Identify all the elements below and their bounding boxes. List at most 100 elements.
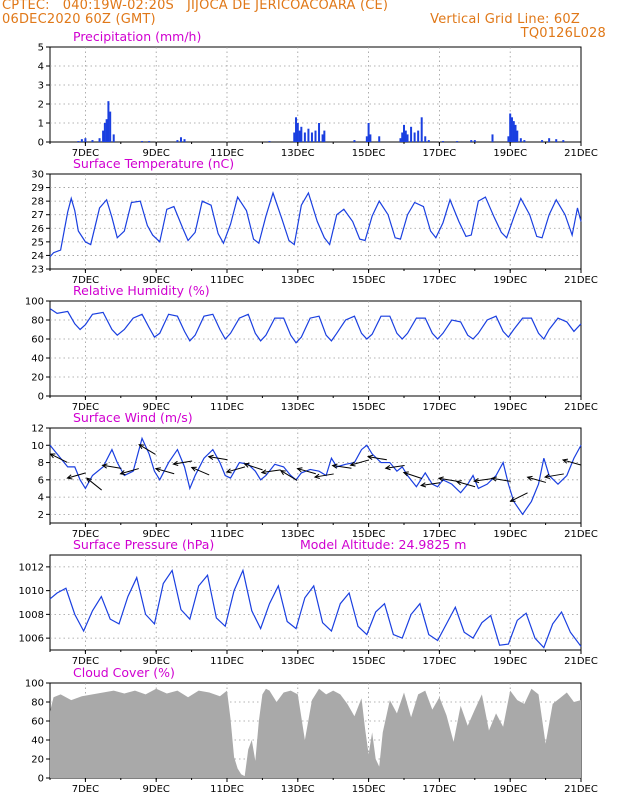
precip-xtick-label: 21DEC bbox=[564, 148, 598, 159]
precip-bar bbox=[293, 132, 296, 142]
precip-bar bbox=[296, 123, 299, 142]
wind-arrow bbox=[66, 472, 86, 480]
wind-xtick-label: 11DEC bbox=[210, 529, 244, 540]
rh-ytick-label: 100 bbox=[25, 297, 44, 308]
wind-xtick-label: 19DEC bbox=[493, 529, 527, 540]
precip-bar bbox=[179, 137, 182, 142]
temp-frame bbox=[49, 173, 582, 270]
wind-arrow bbox=[279, 470, 298, 481]
press-ytick-label: 1008 bbox=[19, 610, 44, 621]
precip-bar bbox=[473, 140, 476, 142]
rh-xtick-label: 15DEC bbox=[352, 402, 386, 413]
wind-arrow-shaft bbox=[102, 464, 122, 469]
wind-arrow-shaft bbox=[438, 477, 458, 482]
cloud-title: Cloud Cover (%) bbox=[73, 665, 175, 680]
wind-arrow-head bbox=[190, 466, 197, 472]
precip-bar bbox=[378, 136, 381, 142]
temp-ytick-label: 28 bbox=[31, 197, 44, 208]
precip-bar bbox=[91, 140, 94, 142]
precip-frame bbox=[49, 46, 582, 143]
precip-bar bbox=[310, 132, 313, 142]
wind-arrow-head bbox=[260, 469, 267, 475]
wind-arrow bbox=[138, 444, 156, 455]
precip-bar bbox=[109, 111, 112, 142]
rh-ytick-label: 0 bbox=[38, 392, 44, 403]
wind-arrow-head bbox=[85, 477, 92, 483]
wind-ytick-label: 12 bbox=[31, 424, 44, 435]
cloud-panel bbox=[46, 682, 582, 782]
temp-line bbox=[49, 191, 582, 258]
precip-bar bbox=[298, 130, 301, 142]
wind-xtick-label: 13DEC bbox=[281, 529, 315, 540]
precip-bar bbox=[80, 139, 83, 142]
rh-line bbox=[49, 308, 582, 344]
temp-ytick-label: 26 bbox=[31, 224, 44, 235]
precip-bar bbox=[523, 140, 526, 142]
rh-ytick-label: 80 bbox=[31, 316, 44, 327]
wind-xtick-label: 21DEC bbox=[564, 529, 598, 540]
wind-arrow-head bbox=[101, 463, 108, 469]
rh-xtick-label: 13DEC bbox=[281, 402, 315, 413]
temp-xtick-label: 11DEC bbox=[210, 275, 244, 286]
rh-ytick-label: 20 bbox=[31, 373, 44, 384]
rh-ytick-label: 60 bbox=[31, 335, 44, 346]
wind-arrow-head bbox=[138, 444, 145, 450]
precip-bar bbox=[507, 136, 510, 142]
cloud-ytick-label: 100 bbox=[25, 679, 44, 690]
precip-bar bbox=[541, 140, 544, 142]
wind-arrow-head bbox=[225, 468, 232, 474]
cloud-xtick-label: 11DEC bbox=[210, 784, 244, 795]
precip-bar bbox=[514, 124, 517, 142]
precip-bar bbox=[555, 139, 558, 142]
precip-xtick-label: 15DEC bbox=[352, 148, 386, 159]
precip-ytick-label: 2 bbox=[38, 100, 44, 111]
wind-arrow bbox=[119, 468, 139, 476]
wind-arrow-head bbox=[543, 473, 551, 479]
header-grid-line: Vertical Grid Line: 60Z bbox=[430, 12, 580, 27]
wind-arrow-head bbox=[420, 482, 427, 488]
precip-bar bbox=[321, 134, 324, 142]
wind-arrow-shaft bbox=[367, 456, 387, 461]
cloud-xtick-label: 17DEC bbox=[423, 784, 457, 795]
cloud-xtick-label: 21DEC bbox=[564, 784, 598, 795]
precip-bar bbox=[417, 130, 420, 142]
precip-bar bbox=[77, 141, 80, 142]
wind-arrow bbox=[455, 480, 476, 488]
rh-frame bbox=[49, 300, 582, 397]
precip-bar bbox=[562, 140, 565, 142]
wind-frame bbox=[49, 427, 582, 524]
precip-bar bbox=[323, 130, 326, 142]
rh-ytick-label: 40 bbox=[31, 354, 44, 365]
temp-ytick-label: 30 bbox=[31, 170, 44, 181]
cloud-ytick-label: 60 bbox=[31, 717, 44, 728]
precip-xtick-label: 17DEC bbox=[423, 148, 457, 159]
precip-bar bbox=[516, 130, 519, 142]
wind-xtick-label: 9DEC bbox=[143, 529, 170, 540]
wind-arrow-shaft bbox=[261, 469, 281, 474]
wind-arrow-shaft bbox=[544, 473, 564, 478]
header-line-1: CPTEC: 040:19W-02:20S JIJOCA DE JERICOAC… bbox=[2, 0, 389, 13]
wind-arrow bbox=[296, 467, 316, 475]
precip-bar bbox=[401, 132, 404, 142]
wind-arrow-head bbox=[490, 476, 497, 482]
wind-arrow bbox=[225, 466, 246, 474]
precip-bar bbox=[318, 123, 321, 142]
precip-bar bbox=[112, 134, 115, 142]
press-ytick-label: 1010 bbox=[19, 586, 44, 597]
precip-bar bbox=[148, 141, 151, 142]
precip-bar bbox=[367, 123, 370, 142]
wind-arrow-shaft bbox=[403, 472, 423, 479]
precip-ytick-label: 5 bbox=[38, 43, 44, 54]
wind-arrow-head bbox=[313, 473, 320, 479]
cloud-ytick-label: 20 bbox=[31, 755, 44, 766]
wind-ytick-label: 2 bbox=[38, 510, 44, 521]
wind-arrow-shaft bbox=[67, 472, 86, 479]
precip-bar bbox=[103, 123, 106, 142]
temp-panel bbox=[46, 173, 582, 273]
precip-bar bbox=[295, 117, 298, 142]
wind-arrow-shaft bbox=[244, 463, 263, 471]
rh-xtick-label: 19DEC bbox=[493, 402, 527, 413]
precip-bar bbox=[300, 126, 303, 142]
temp-ytick-label: 27 bbox=[31, 210, 44, 221]
wind-arrow bbox=[207, 454, 228, 461]
